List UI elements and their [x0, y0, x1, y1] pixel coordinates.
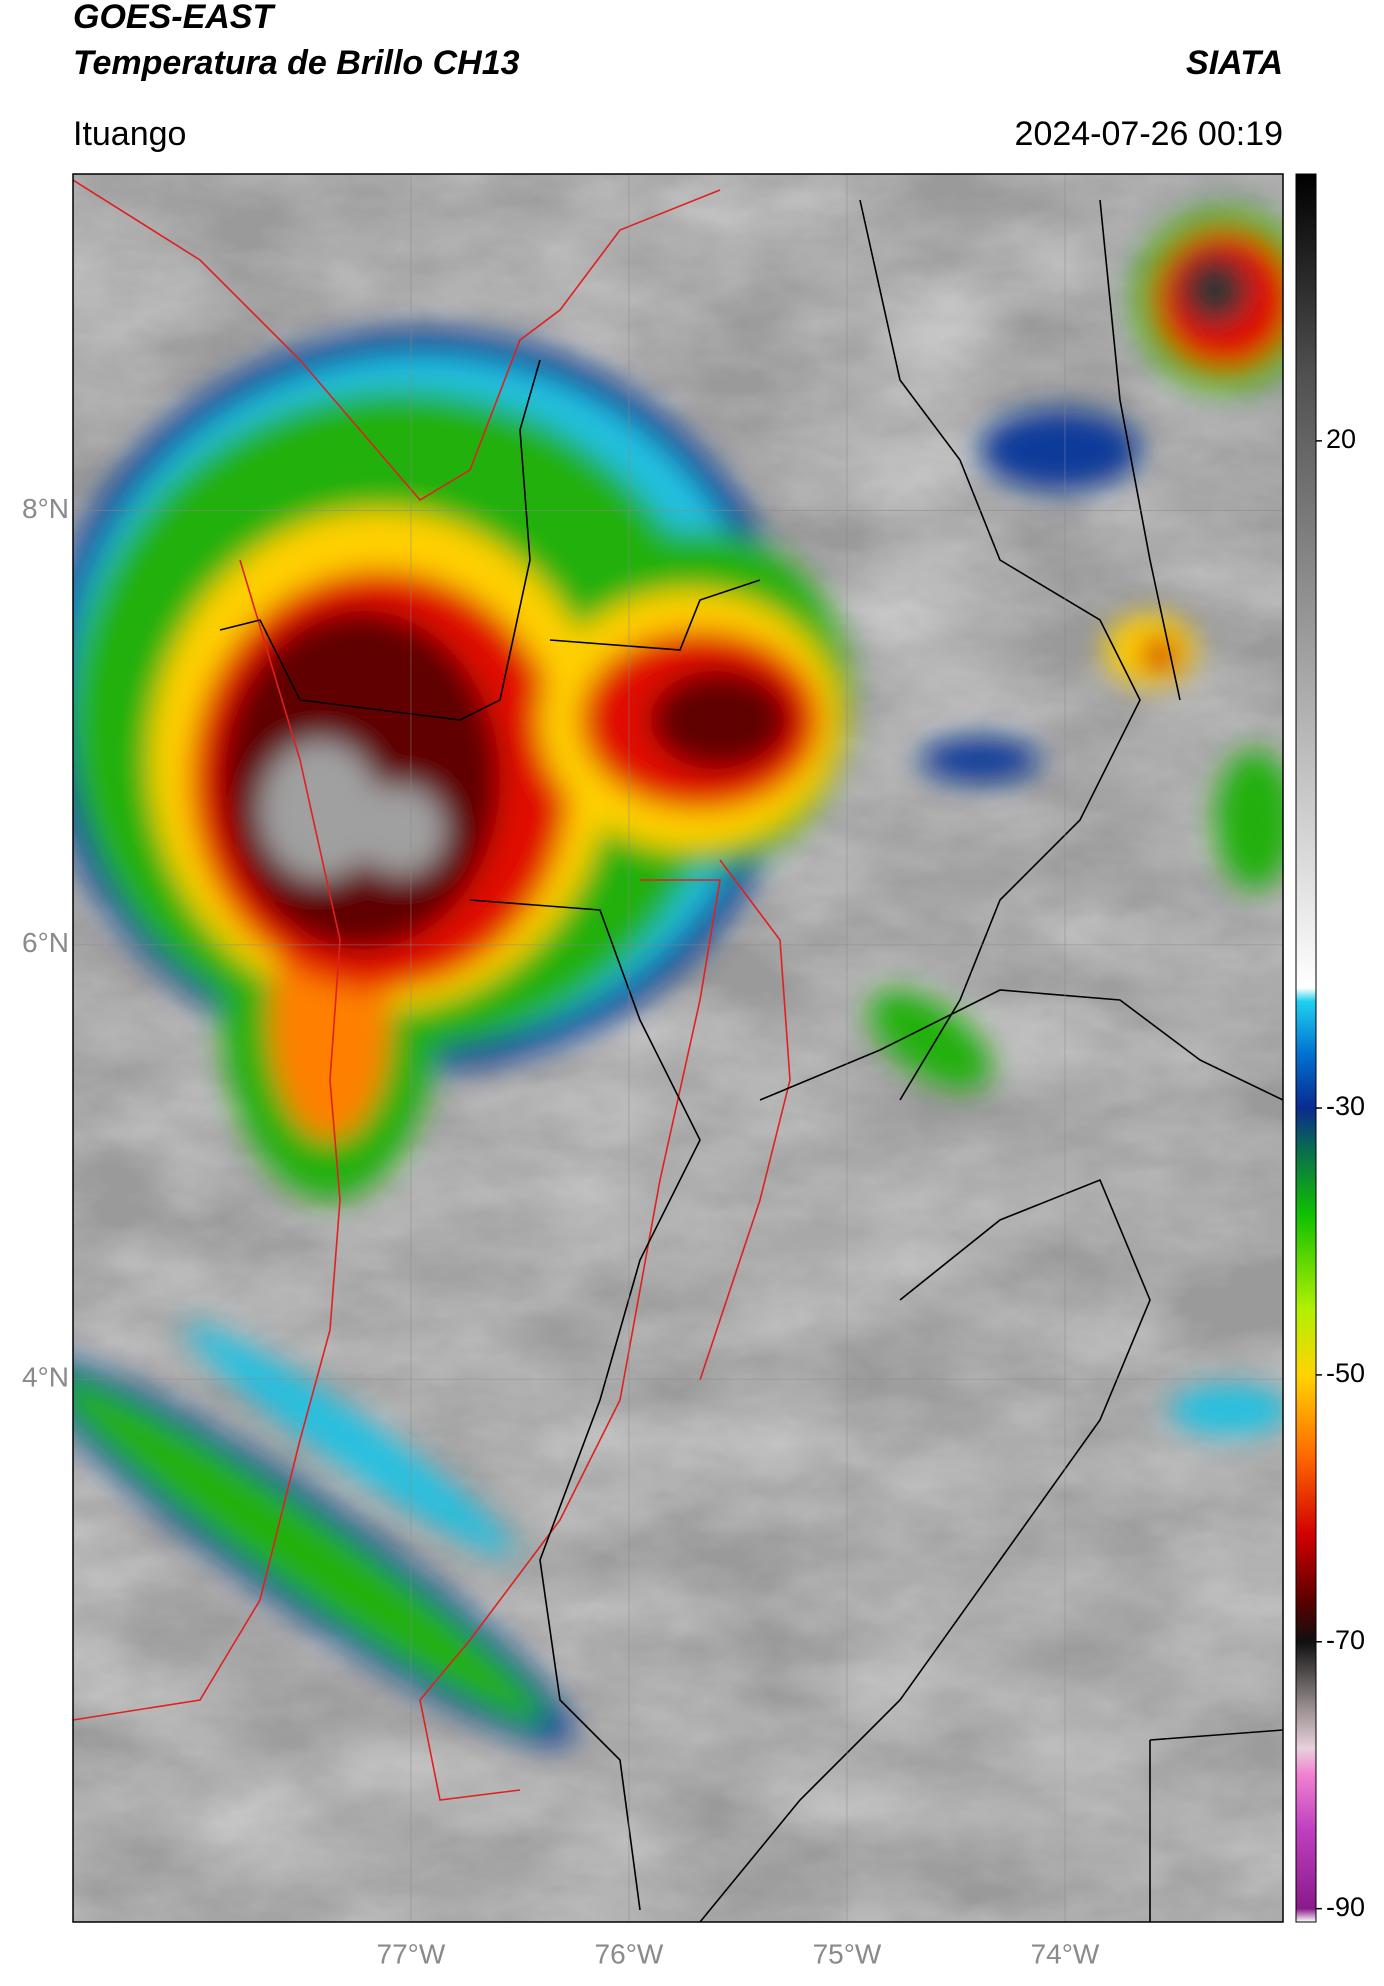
- location: Ituango: [73, 115, 186, 153]
- map-frame: [72, 173, 1284, 1923]
- subtitle: Temperatura de Brillo CH13: [73, 44, 520, 82]
- colorbar-label: -30: [1326, 1091, 1365, 1121]
- x-tick-label: 75°W: [813, 1938, 882, 1969]
- x-tick-label: 77°W: [377, 1938, 446, 1969]
- y-tick-label: 4°N: [22, 1362, 69, 1393]
- y-tick-label: 8°N: [22, 493, 69, 524]
- x-tick-label: 74°W: [1031, 1938, 1100, 1969]
- colorbar-label: -70: [1326, 1625, 1365, 1655]
- colorbar-label: -90: [1326, 1892, 1365, 1922]
- colorbar: [1295, 173, 1317, 1923]
- colorbar-label: -50: [1326, 1358, 1365, 1388]
- y-tick-label: 6°N: [22, 927, 69, 958]
- storm-cells: [73, 210, 1283, 1745]
- timestamp: 2024-07-26 00:19: [1015, 115, 1283, 153]
- borders: [73, 179, 1283, 1922]
- graticule: [73, 174, 1283, 1922]
- map: [73, 174, 1283, 1922]
- title: GOES-EAST: [73, 0, 276, 36]
- colorbar-label: 20: [1326, 424, 1356, 454]
- x-tick-label: 76°W: [595, 1938, 664, 1969]
- source: SIATA: [1186, 44, 1283, 82]
